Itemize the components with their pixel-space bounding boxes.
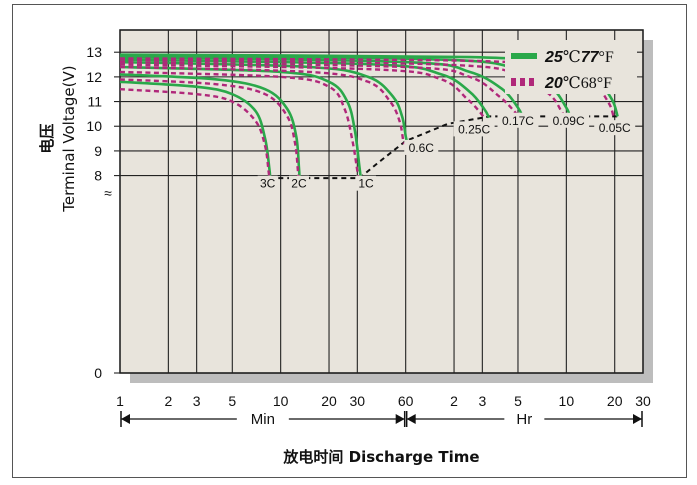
series-0_6C-20c <box>119 65 406 145</box>
rate-label-0_17C: 0.17C <box>502 114 534 128</box>
legend-temp-unit: °F <box>599 49 614 66</box>
range-label: Min <box>251 411 275 428</box>
y-tick-label: 0 <box>94 365 102 381</box>
x-tick-label: 60 <box>398 393 414 409</box>
legend-temp-bold: 20 <box>544 75 563 92</box>
rate-label-0_25C: 0.25C <box>458 122 490 136</box>
x-tick-label: 3 <box>193 393 201 409</box>
legend-swatch-solid <box>511 53 537 59</box>
x-axis-title: 放电时间 Discharge Time <box>282 448 479 466</box>
range-arrow-head <box>121 414 130 424</box>
rate-label-bg <box>356 175 377 191</box>
x-tick-label: 2 <box>450 393 458 409</box>
range-arrow-head <box>406 414 416 424</box>
series-1C-25c <box>119 65 362 179</box>
series-1C-20c <box>119 70 360 179</box>
x-tick-label: 5 <box>514 393 522 409</box>
series-0_17C-20c <box>119 60 520 118</box>
y-axis-title-cn: 电压 <box>38 124 56 154</box>
x-tick-label: 10 <box>273 393 289 409</box>
x-tick-label: 5 <box>228 393 236 409</box>
legend-temp-bold: 77 <box>581 49 600 66</box>
y-tick-label: 11 <box>87 94 102 110</box>
legend-swatch-dashed <box>529 78 534 86</box>
legend-box <box>505 40 637 94</box>
series-2C-25c <box>119 73 301 179</box>
legend-entry-0: 25℃77°F <box>544 49 614 66</box>
series-3C-20c <box>119 88 271 179</box>
rate-label-bg <box>497 112 539 128</box>
legend-temp-unit: ℃68 <box>563 75 597 92</box>
series-0_17C-25c <box>119 55 524 118</box>
x-tick-label: 30 <box>635 393 651 409</box>
series-0_25C-20c <box>119 63 486 120</box>
rate-label-bg <box>257 175 278 191</box>
rate-label-bg <box>453 121 495 137</box>
rate-label-bg <box>288 175 309 191</box>
range-arrow-head <box>395 414 405 424</box>
x-tick-label: 20 <box>607 393 623 409</box>
x-tick-label: 20 <box>321 393 337 409</box>
y-tick-label: 12 <box>86 69 102 85</box>
rate-label-3C: 3C <box>260 177 276 191</box>
x-tick-label: 2 <box>164 393 172 409</box>
series-0_25C-25c <box>119 58 491 119</box>
range-label: Hr <box>516 411 532 428</box>
rate-label-2C: 2C <box>291 177 307 191</box>
x-tick-label: 1 <box>116 393 124 409</box>
range-arrow-head <box>633 414 642 424</box>
rate-label-0_09C: 0.09C <box>553 114 585 128</box>
legend-temp-unit: ℃ <box>563 49 581 66</box>
legend-temp-bold: 25 <box>544 49 564 66</box>
rate-label-0_05C: 0.05C <box>599 121 631 135</box>
y-axis-title: Terminal Voltage(V) <box>60 65 78 212</box>
legend-swatch-dashed <box>511 78 516 86</box>
y-tick-label: 8 <box>94 168 102 184</box>
legend-temp-unit: °F <box>597 75 612 92</box>
series-3C-25c <box>119 80 272 179</box>
x-tick-label: 10 <box>559 393 575 409</box>
rate-label-0_6C: 0.6C <box>409 141 435 155</box>
rate-label-bg <box>548 112 590 128</box>
y-break-symbol: ≈ <box>104 185 112 201</box>
series-2C-20c <box>119 78 300 179</box>
y-tick-label: 9 <box>94 143 102 159</box>
y-tick-label: 13 <box>86 44 102 60</box>
legend-swatch-dashed <box>520 78 525 86</box>
legend-entry-1: 20℃68°F <box>544 75 612 92</box>
rate-label-bg <box>404 139 439 155</box>
rate-label-bg <box>594 120 636 136</box>
series-0_09C-20c <box>119 58 566 117</box>
x-tick-label: 30 <box>350 393 366 409</box>
y-tick-label: 10 <box>86 118 102 134</box>
x-tick-label: 3 <box>478 393 486 409</box>
rate-label-1C: 1C <box>358 177 374 191</box>
